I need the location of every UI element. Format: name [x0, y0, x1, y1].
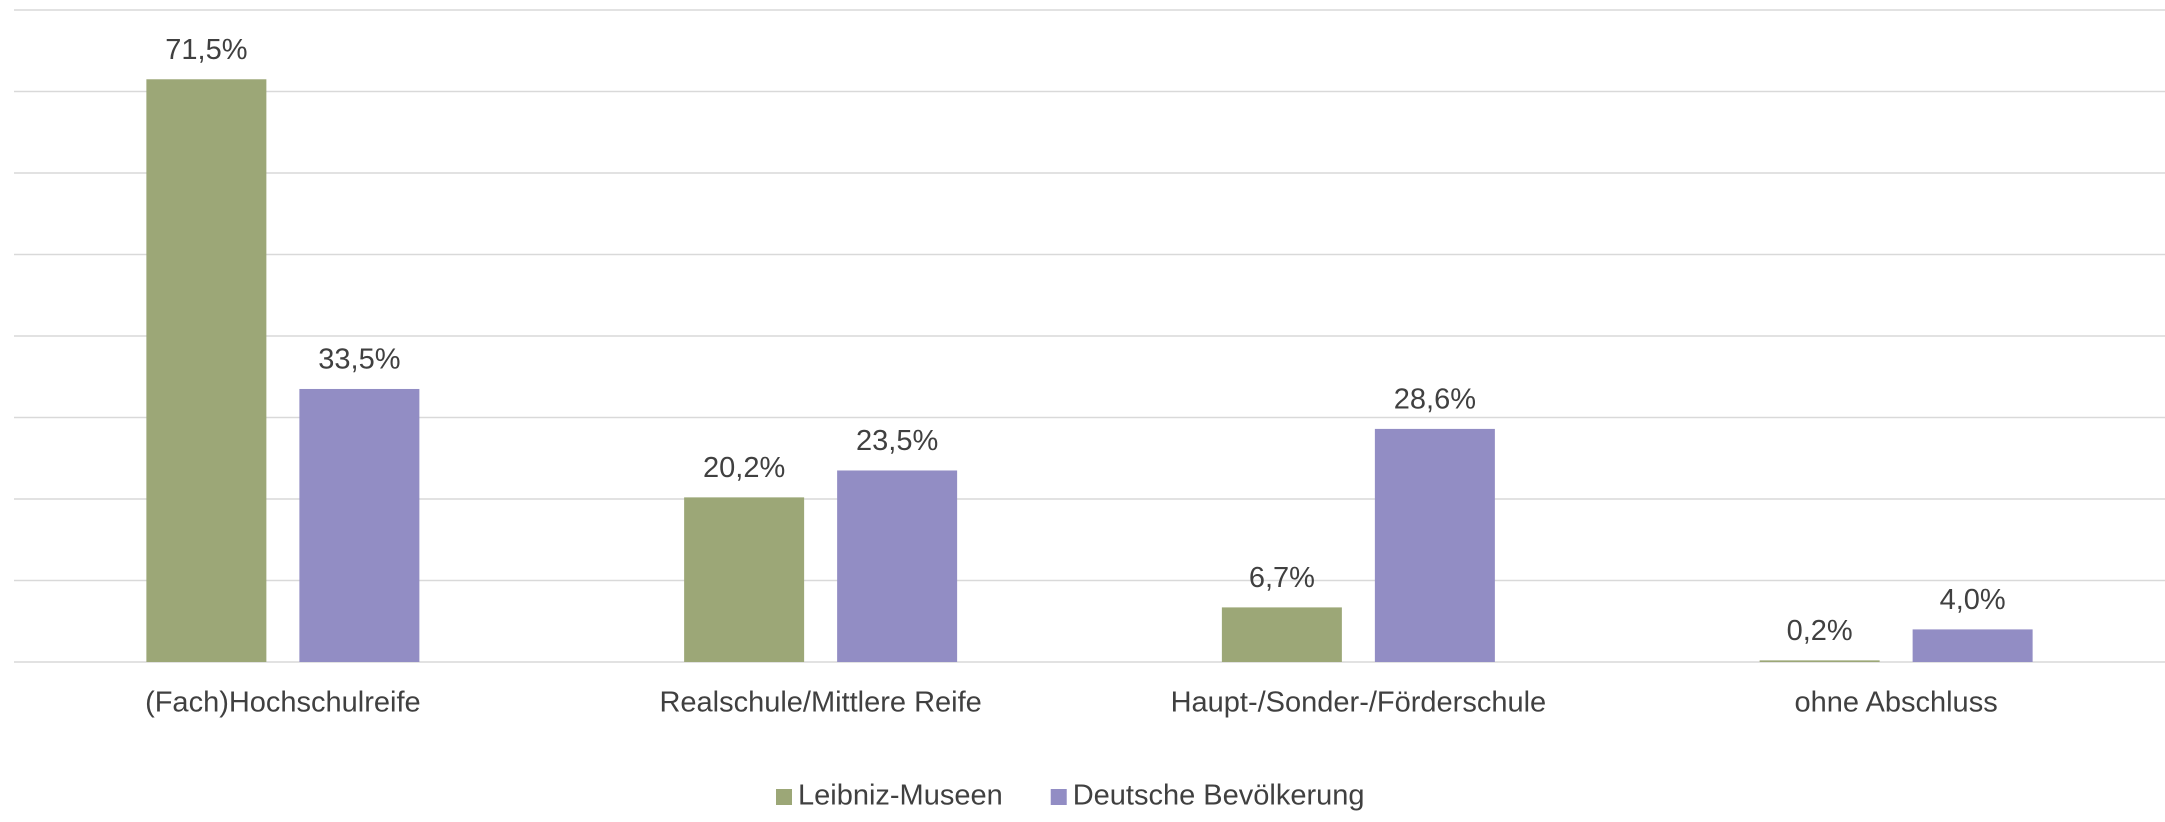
data-label: 6,7%	[1249, 562, 1315, 594]
data-label: 23,5%	[856, 425, 938, 457]
legend-swatch	[776, 789, 792, 805]
data-label: 0,2%	[1787, 615, 1853, 647]
bar	[1221, 607, 1342, 662]
data-label: 33,5%	[318, 344, 400, 376]
bar	[1912, 629, 2033, 662]
data-label: 71,5%	[165, 34, 247, 66]
data-label: 28,6%	[1394, 384, 1476, 416]
x-tick-label: Realschule/Mittlere Reife	[659, 687, 981, 719]
data-label: 4,0%	[1940, 584, 2006, 616]
bar	[837, 470, 958, 662]
bar	[1759, 660, 1880, 662]
legend-label: Leibniz-Museen	[798, 780, 1003, 812]
x-tick-label: Haupt-/Sonder-/Förderschule	[1171, 687, 1547, 719]
x-tick-label: ohne Abschluss	[1795, 687, 1998, 719]
bar	[146, 79, 267, 662]
legend-swatch	[1050, 789, 1067, 805]
bar	[299, 388, 420, 662]
data-label: 20,2%	[703, 452, 785, 484]
bar	[684, 497, 805, 662]
x-tick-label: (Fach)Hochschulreife	[145, 687, 421, 719]
bar	[1374, 428, 1495, 662]
legend-label: Deutsche Bevölkerung	[1073, 780, 1365, 812]
